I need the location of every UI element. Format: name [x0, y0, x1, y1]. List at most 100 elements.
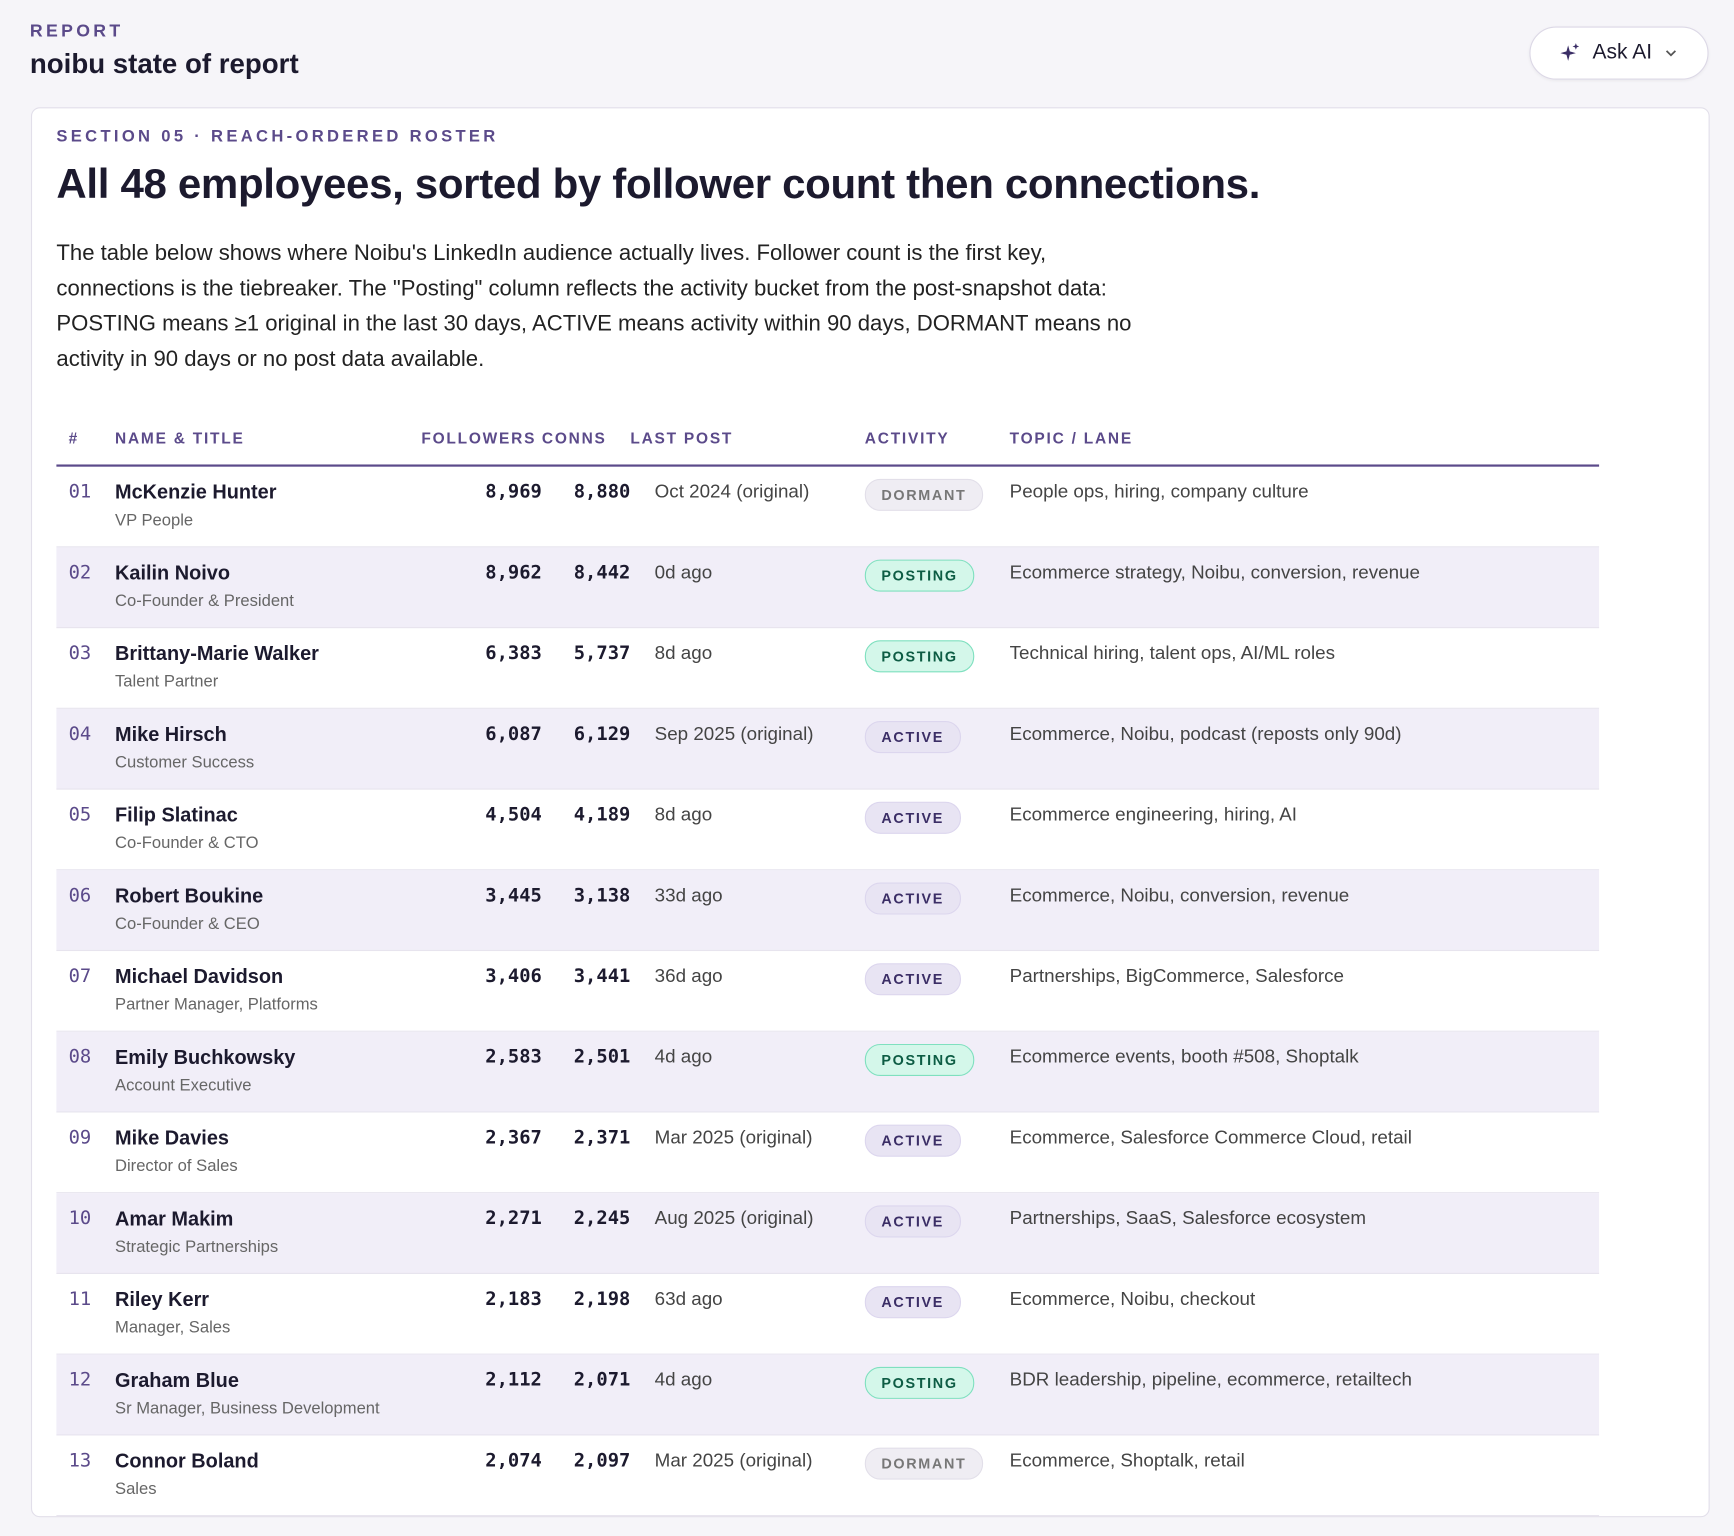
employee-name: McKenzie Hunter: [115, 481, 277, 504]
name-cell: Connor Boland Sales: [115, 1450, 421, 1515]
activity-cell: ACTIVE: [864, 1124, 1010, 1192]
followers: 3,406: [485, 965, 542, 988]
table-row: 11 Riley Kerr Manager, Sales 2,183 2,198 63d …: [56, 1274, 1600, 1355]
activity-cell: DORMANT: [864, 1447, 1010, 1515]
table-row: 02 Kailin Noivo Co-Founder & President 8,96…: [56, 547, 1600, 629]
employee-title: Manager, Sales: [115, 1318, 231, 1337]
topic: Technical hiring, talent ops, AI/ML role…: [1009, 642, 1336, 664]
section-title: All 48 employees, sorted by follower cou…: [56, 161, 1261, 208]
name-cell: Filip Slatinac Co-Founder & CTO: [115, 804, 421, 869]
last-post: Oct 2024 (original): [654, 481, 810, 503]
connections: 2,245: [573, 1207, 631, 1230]
topic: BDR leadership, pipeline, ecommerce, ret…: [1009, 1369, 1412, 1391]
roster-table: # NAME & TITLE FOLLOWERS CONNS LAST POST ACTI…: [56, 429, 1600, 1517]
last-post: 8d ago: [654, 642, 713, 664]
section-card: SECTION 05 · REACH-ORDERED ROSTER All 48…: [30, 107, 1710, 1518]
connections: 2,371: [573, 1126, 631, 1149]
followers: 2,183: [485, 1288, 542, 1311]
last-post: 8d ago: [654, 803, 713, 825]
last-post: Mar 2025 (original): [654, 1449, 813, 1471]
activity-badge: ACTIVE: [864, 1286, 961, 1319]
name-cell: Mike Hirsch Customer Success: [115, 723, 421, 788]
connections: 5,737: [573, 642, 631, 665]
column-header: LAST POST: [630, 429, 734, 447]
ask-ai-button[interactable]: Ask AI: [1529, 26, 1709, 80]
followers: 8,969: [485, 481, 542, 504]
row-number: 03: [68, 642, 92, 665]
followers: 3,445: [485, 884, 542, 907]
row-number: 11: [68, 1288, 92, 1311]
column-header: CONNS: [541, 429, 607, 447]
employee-title: Co-Founder & CTO: [115, 833, 259, 853]
connections: 2,198: [573, 1288, 631, 1311]
last-post: 0d ago: [654, 561, 713, 583]
employee-title: Strategic Partnerships: [115, 1237, 279, 1257]
row-number: 07: [68, 965, 92, 988]
employee-title: Co-Founder & CEO: [115, 914, 260, 934]
employee-name: Riley Kerr: [115, 1288, 210, 1311]
followers: 6,087: [485, 723, 542, 746]
employee-title: Director of Sales: [115, 1156, 238, 1176]
row-number: 09: [68, 1126, 92, 1149]
activity-badge: POSTING: [864, 1366, 975, 1399]
employee-title: Sales: [115, 1479, 157, 1499]
column-header: #: [68, 429, 79, 447]
followers: 2,271: [485, 1207, 542, 1230]
employee-name: Graham Blue: [115, 1369, 239, 1392]
name-cell: Michael Davidson Partner Manager, Platfor…: [115, 965, 421, 1030]
followers: 2,112: [485, 1369, 542, 1392]
followers: 4,504: [485, 803, 542, 827]
topic: Ecommerce events, booth #508, Shoptalk: [1009, 1046, 1359, 1068]
table-row: 13 Connor Boland Sales 2,074 2,097 Mar 2025 (…: [56, 1435, 1600, 1517]
column-header: FOLLOWERS: [421, 429, 537, 447]
column-header: ACTIVITY: [864, 429, 950, 447]
topic: Ecommerce engineering, hiring, AI: [1009, 803, 1298, 825]
topic: Ecommerce strategy, Noibu, conversion, r…: [1009, 561, 1420, 583]
connections: 2,097: [573, 1449, 631, 1472]
activity-cell: POSTING: [864, 1366, 1010, 1434]
employee-name: Amar Makim: [115, 1207, 234, 1230]
last-post: Sep 2025 (original): [654, 723, 814, 745]
name-cell: Amar Makim Strategic Partnerships: [115, 1208, 421, 1273]
activity-badge: POSTING: [864, 640, 975, 673]
employee-name: Emily Buchkowsky: [115, 1046, 296, 1069]
activity-badge: ACTIVE: [864, 963, 961, 996]
topic: Ecommerce, Salesforce Commerce Cloud, re…: [1009, 1126, 1412, 1148]
sparkle-icon: [1560, 43, 1580, 61]
table-row: 10 Amar Makim Strategic Partnerships 2,271 2…: [56, 1193, 1600, 1274]
connections: 3,441: [573, 965, 631, 988]
eyebrow: REPORT: [29, 22, 124, 41]
last-post: 36d ago: [654, 965, 723, 987]
activity-badge: ACTIVE: [864, 1205, 961, 1238]
connections: 2,501: [573, 1046, 631, 1069]
employee-title: Account Executive: [115, 1076, 252, 1095]
employee-title: Talent Partner: [115, 672, 219, 692]
connections: 8,442: [573, 561, 631, 584]
row-number: 08: [68, 1046, 92, 1069]
row-number: 01: [68, 481, 92, 504]
row-number: 02: [68, 561, 92, 584]
employee-name: Michael Davidson: [115, 965, 284, 988]
row-number: 12: [68, 1369, 92, 1392]
activity-badge: ACTIVE: [864, 1124, 961, 1157]
name-cell: Robert Boukine Co-Founder & CEO: [115, 885, 421, 950]
activity-cell: DORMANT: [864, 478, 1010, 546]
activity-cell: ACTIVE: [864, 1286, 1010, 1353]
topic: Ecommerce, Shoptalk, retail: [1009, 1449, 1245, 1471]
last-post: Mar 2025 (original): [654, 1126, 813, 1148]
name-cell: Graham Blue Sr Manager, Business Developm…: [115, 1369, 421, 1434]
table-row: 04 Mike Hirsch Customer Success 6,087 6,129 S…: [56, 708, 1600, 790]
connections: 8,880: [573, 481, 631, 504]
employee-title: Sr Manager, Business Development: [115, 1398, 380, 1418]
activity-cell: POSTING: [864, 559, 1010, 627]
table-row: 05 Filip Slatinac Co-Founder & CTO 4,504 4,1…: [56, 790, 1600, 871]
activity-badge: DORMANT: [864, 478, 984, 511]
table-row: 09 Mike Davies Director of Sales 2,367 2,371…: [56, 1113, 1600, 1194]
row-number: 10: [68, 1207, 92, 1230]
table-row: 03 Brittany-Marie Walker Talent Partner 6,3…: [56, 628, 1600, 709]
column-header: TOPIC / LANE: [1009, 429, 1133, 447]
activity-badge: DORMANT: [864, 1447, 984, 1480]
activity-badge: POSTING: [864, 1043, 975, 1077]
